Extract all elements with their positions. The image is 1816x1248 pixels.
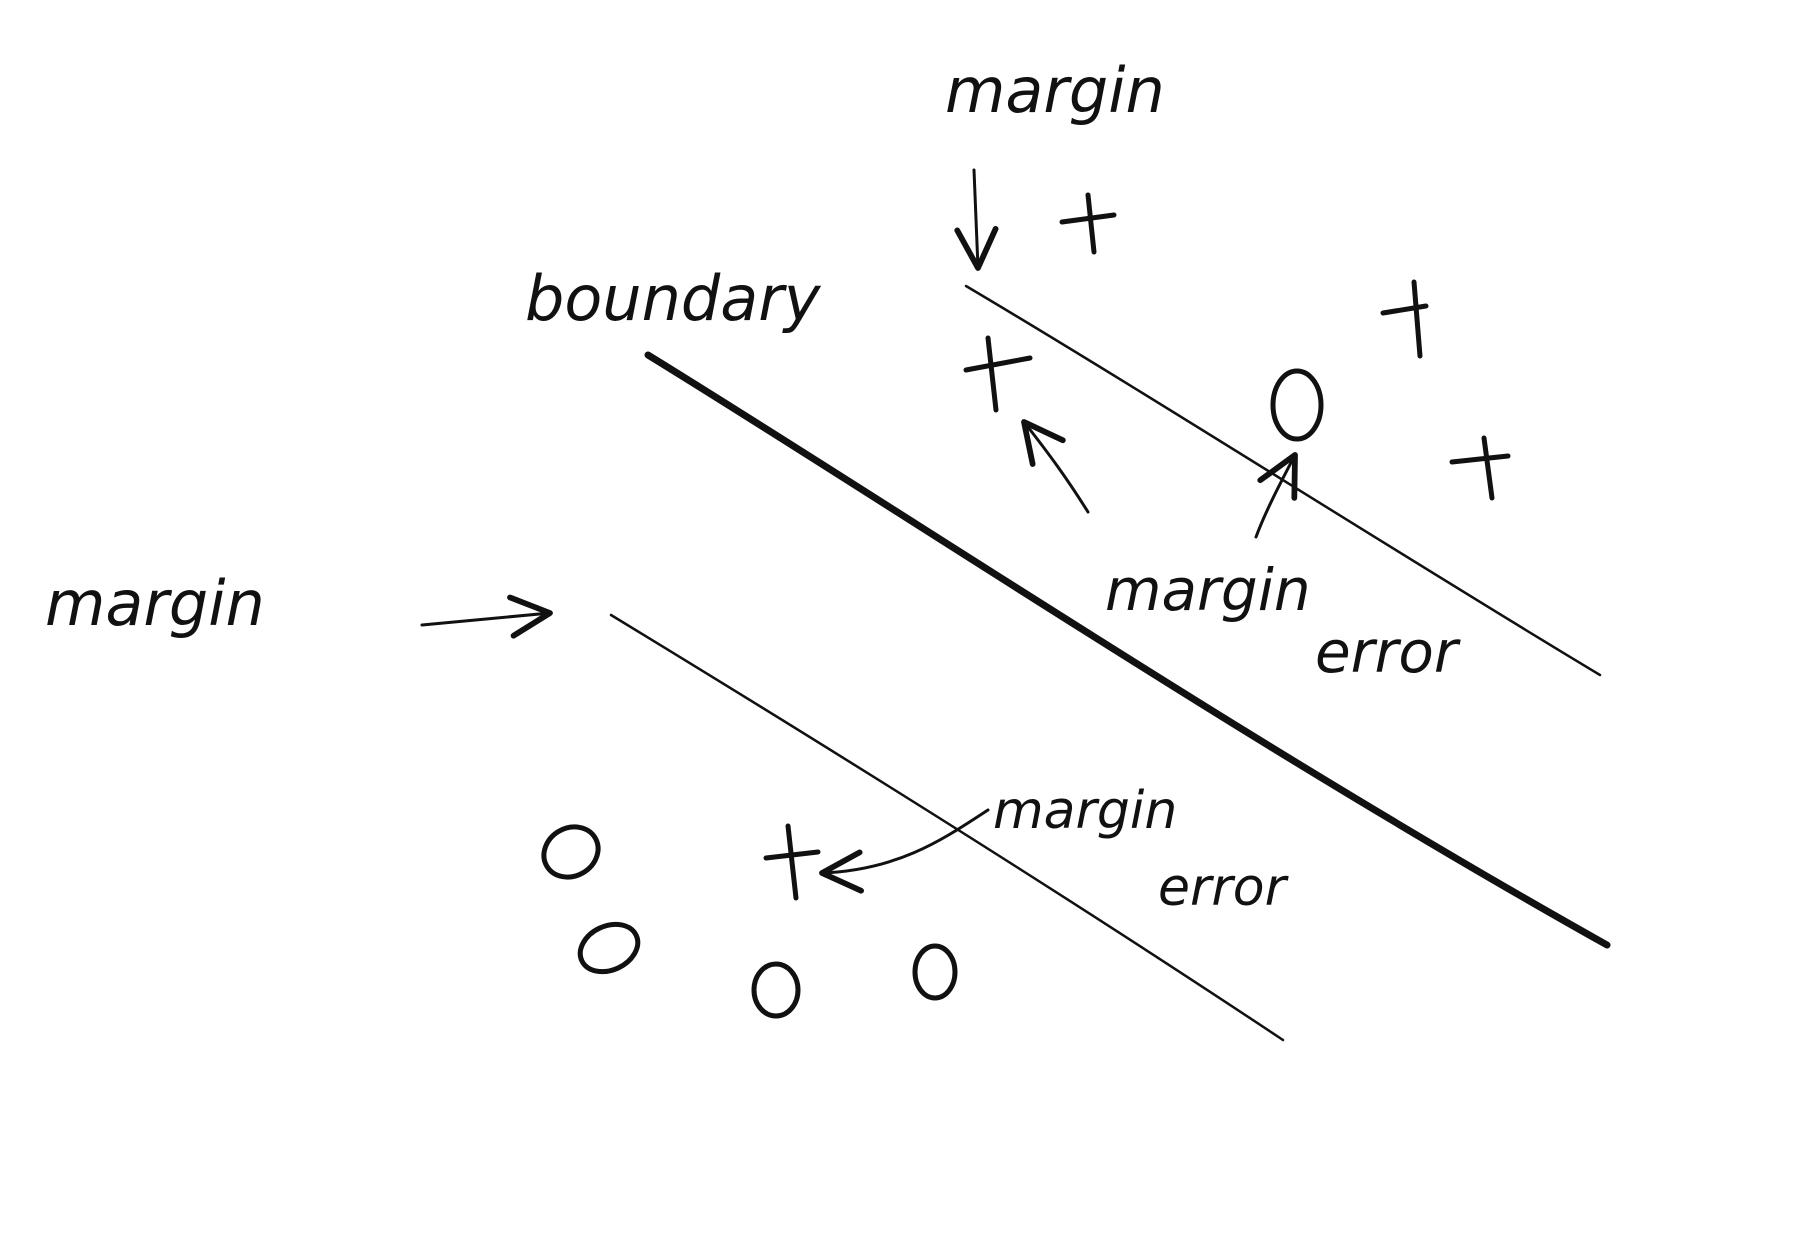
- circle-marker: [577, 921, 641, 975]
- circle-marker: [541, 824, 601, 880]
- plus-marker: [1059, 192, 1117, 255]
- margin-error-arrow-to-circle: [1254, 452, 1298, 539]
- margin-error-upper-label-error: error: [1315, 618, 1461, 686]
- margin-left-label: margin: [45, 567, 265, 640]
- margin-error-upper-label-margin: margin: [1105, 556, 1311, 624]
- margin-error-lower-arrow-to-plus: [819, 808, 990, 894]
- boundary-label: boundary: [525, 262, 822, 335]
- circle-marker: [751, 961, 801, 1019]
- plus-marker-margin-error-lower: [763, 823, 821, 901]
- plus-marker: [963, 335, 1033, 413]
- margin-top-label: margin: [945, 54, 1165, 127]
- plus-marker: [1449, 435, 1511, 501]
- circle-marker: [912, 943, 958, 1001]
- margin-error-arrow-to-plus: [1021, 419, 1090, 514]
- margin-top-arrow: [954, 168, 999, 271]
- circle-marker-margin-error-upper: [1270, 368, 1324, 442]
- decision-boundary-line: [644, 351, 1611, 949]
- plus-marker: [1380, 279, 1429, 359]
- lower-margin-line: [609, 613, 1285, 1042]
- margin-error-lower-label-margin: margin: [993, 781, 1177, 841]
- margin-error-lower-label-error: error: [1158, 858, 1290, 918]
- margin-left-arrow: [420, 594, 553, 639]
